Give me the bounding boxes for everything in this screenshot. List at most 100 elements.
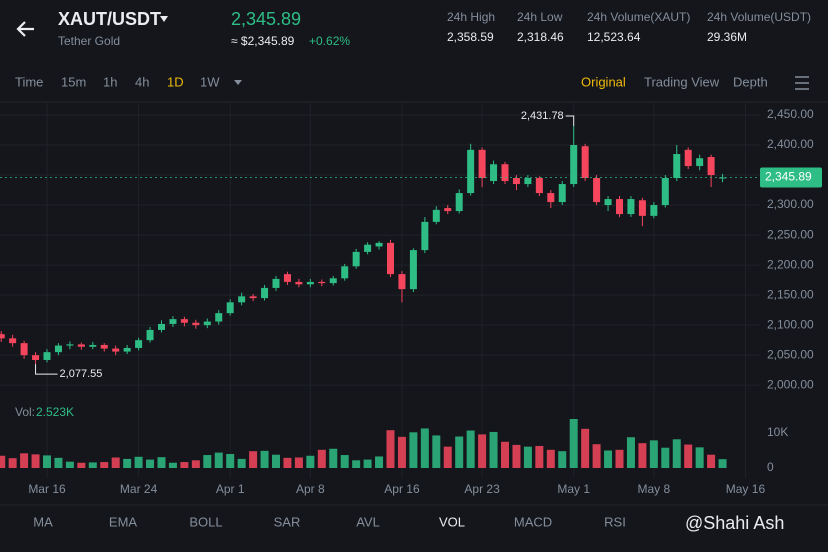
- volume-bar: [409, 432, 418, 468]
- volume-bar: [0, 455, 6, 468]
- volume-bar: [432, 435, 441, 468]
- indicator-tab[interactable]: RSI: [604, 514, 626, 529]
- candle-body: [604, 199, 612, 206]
- x-tick-label: Mar 24: [120, 482, 158, 496]
- y-tick-label: 2,300.00: [767, 197, 814, 211]
- volume-bar: [329, 448, 338, 468]
- volume-bar: [260, 450, 269, 468]
- watermark: @Shahi Ash: [685, 513, 784, 533]
- candle-body: [169, 319, 177, 324]
- candle-body: [421, 221, 429, 251]
- y-tick-label: 2,450.00: [767, 107, 814, 121]
- candle-body: [512, 178, 520, 185]
- settings-icon[interactable]: [795, 76, 809, 90]
- candle-body: [524, 178, 532, 185]
- pair-dropdown[interactable]: [160, 16, 168, 22]
- candle-body: [238, 296, 246, 303]
- volume-bar: [237, 458, 246, 468]
- high-leader: [565, 115, 575, 126]
- indicator-tab[interactable]: AVL: [356, 514, 380, 529]
- volume-bar: [65, 461, 74, 468]
- interval-tab[interactable]: 1h: [103, 74, 117, 89]
- indicator-tab[interactable]: VOL: [439, 514, 465, 529]
- candle-body: [352, 251, 360, 267]
- candle-body: [719, 177, 727, 179]
- back-arrow[interactable]: [16, 21, 34, 37]
- view-tab[interactable]: Original: [581, 74, 626, 89]
- candle-body: [249, 296, 257, 299]
- pair[interactable]: XAUT/USDT: [58, 9, 161, 29]
- low-annotation: 2,077.55: [60, 368, 103, 380]
- y-tick-label: 2,000.00: [767, 377, 814, 391]
- indicator-tab[interactable]: BOLL: [189, 514, 222, 529]
- view-tab[interactable]: Depth: [733, 74, 768, 89]
- volume-bar: [546, 449, 555, 468]
- y-tick-label: 2,200.00: [767, 257, 814, 271]
- volume-value: 2.523K: [36, 405, 74, 419]
- candle-body: [387, 242, 394, 275]
- candle-body: [661, 178, 669, 206]
- view-tab[interactable]: Trading View: [644, 74, 720, 89]
- interval-tab[interactable]: 15m: [61, 74, 86, 89]
- x-tick-label: Mar 16: [28, 482, 66, 496]
- interval-dropdown[interactable]: [234, 80, 242, 85]
- interval-tab[interactable]: 1W: [200, 74, 220, 89]
- candle-body: [89, 344, 97, 347]
- indicator-tab[interactable]: MACD: [514, 514, 552, 529]
- high-annotation: 2,431.78: [521, 110, 564, 122]
- y-tick-label: 2,400.00: [767, 137, 814, 151]
- candle-body: [329, 278, 337, 284]
- candle-body: [43, 352, 51, 360]
- candle-body: [650, 205, 658, 216]
- candle-body: [272, 278, 280, 288]
- candle-body: [490, 164, 498, 182]
- interval-tab[interactable]: 4h: [135, 74, 149, 89]
- last-price-label: 2,345.89: [765, 170, 812, 184]
- volume-bar: [146, 459, 155, 468]
- candle-body: [123, 347, 131, 352]
- volume-bar: [684, 444, 693, 468]
- volume-bar: [581, 428, 590, 468]
- x-tick-label: May 8: [638, 482, 671, 496]
- candle-body: [112, 348, 120, 352]
- volume-bar: [604, 450, 613, 468]
- interval-tab[interactable]: 1D: [167, 74, 184, 89]
- last-price-box: [760, 167, 822, 188]
- x-tick-label: May 16: [726, 482, 766, 496]
- indicator-tab[interactable]: MA: [33, 514, 53, 529]
- candle-body: [215, 313, 223, 322]
- volume-bar: [455, 436, 464, 468]
- candle-body: [558, 184, 566, 203]
- volume-bar: [363, 459, 372, 468]
- volume-bar: [718, 459, 727, 468]
- volume-bar: [180, 462, 189, 468]
- candle-body: [375, 242, 383, 247]
- candle-body: [77, 344, 85, 347]
- candle-body: [535, 178, 543, 194]
- interval-tab[interactable]: Time: [15, 74, 43, 89]
- volume-bar: [340, 455, 349, 468]
- volume-bar: [191, 460, 200, 468]
- volume-bar: [249, 451, 258, 468]
- candle-body: [627, 199, 635, 215]
- candle-body: [261, 287, 269, 299]
- candle-body: [364, 244, 372, 252]
- volume-tick-label: 10K: [767, 425, 788, 439]
- volume-bar: [523, 446, 532, 468]
- indicator-tab[interactable]: SAR: [274, 514, 301, 529]
- volume-bar: [592, 444, 601, 468]
- candle-body: [203, 321, 211, 326]
- stat-label: 24h Volume(XAUT): [587, 10, 690, 24]
- volume-bar: [397, 436, 406, 468]
- candle-body: [283, 274, 291, 282]
- candle-body: [318, 281, 326, 284]
- candle-body: [32, 355, 40, 360]
- stat-label: 24h Volume(USDT): [707, 10, 811, 24]
- candle-body: [192, 322, 200, 326]
- candle-body: [673, 154, 681, 179]
- candle-body: [684, 149, 692, 167]
- indicator-tab[interactable]: EMA: [109, 514, 138, 529]
- volume-bar: [100, 462, 109, 468]
